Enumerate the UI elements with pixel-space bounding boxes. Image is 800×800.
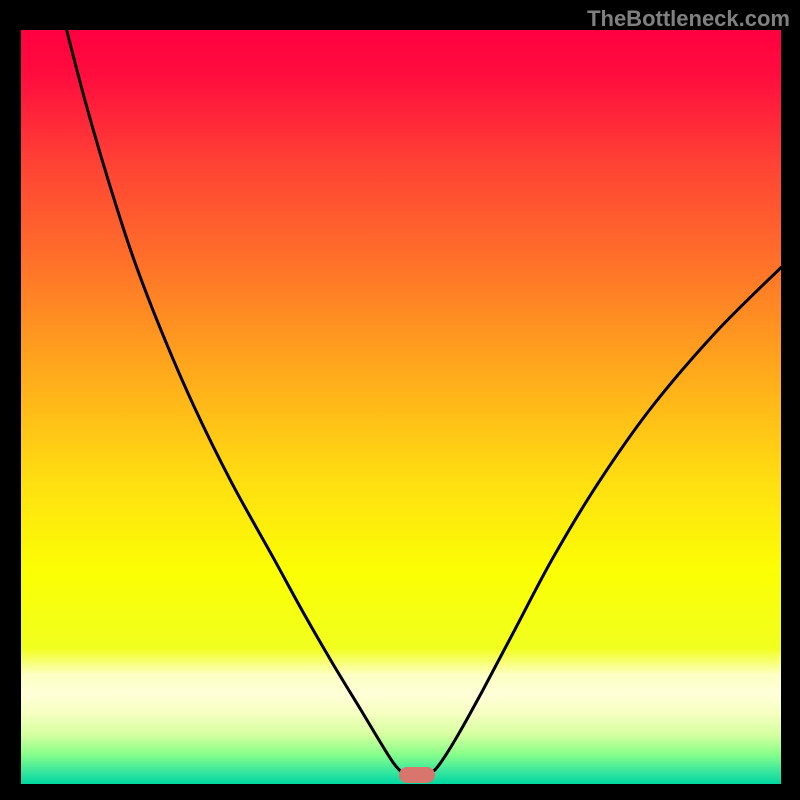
chart-container: TheBottleneck.com <box>0 0 800 800</box>
curve-svg <box>21 30 781 784</box>
bottleneck-curve <box>67 30 781 775</box>
watermark-text: TheBottleneck.com <box>587 6 790 32</box>
plot-area <box>21 30 781 784</box>
minimum-marker <box>399 767 435 783</box>
